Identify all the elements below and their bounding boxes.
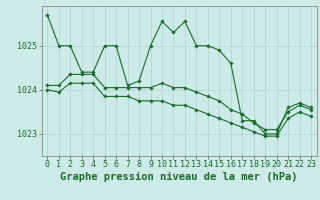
X-axis label: Graphe pression niveau de la mer (hPa): Graphe pression niveau de la mer (hPa) [60, 172, 298, 182]
